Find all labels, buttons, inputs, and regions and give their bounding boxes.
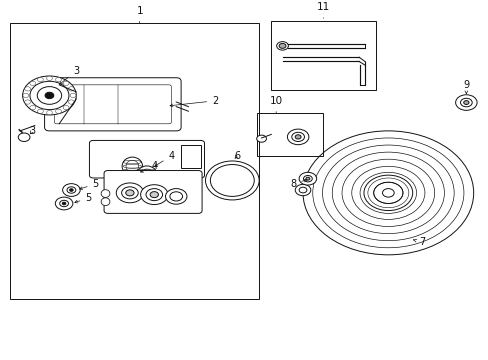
FancyBboxPatch shape <box>44 78 181 131</box>
Circle shape <box>287 129 308 145</box>
Circle shape <box>38 109 43 113</box>
Text: 5: 5 <box>75 193 91 203</box>
Text: 9: 9 <box>462 80 468 94</box>
Circle shape <box>30 81 36 85</box>
Circle shape <box>46 76 52 80</box>
Text: 4: 4 <box>140 161 157 172</box>
Circle shape <box>30 105 36 110</box>
Circle shape <box>455 95 476 110</box>
Circle shape <box>210 165 254 197</box>
Text: 3: 3 <box>29 126 35 136</box>
Circle shape <box>63 81 69 85</box>
Circle shape <box>122 187 138 199</box>
Circle shape <box>38 77 43 82</box>
Circle shape <box>373 182 402 203</box>
Bar <box>10 23 259 299</box>
Circle shape <box>25 87 31 91</box>
Circle shape <box>68 100 74 104</box>
Circle shape <box>22 76 76 115</box>
Ellipse shape <box>122 157 142 175</box>
Circle shape <box>146 189 162 201</box>
Circle shape <box>68 87 74 91</box>
Circle shape <box>382 189 393 197</box>
FancyBboxPatch shape <box>104 171 202 213</box>
Circle shape <box>169 192 182 201</box>
Circle shape <box>45 92 54 99</box>
Circle shape <box>295 184 310 196</box>
Circle shape <box>116 183 143 203</box>
Text: 2: 2 <box>170 96 218 107</box>
FancyBboxPatch shape <box>89 140 204 178</box>
Circle shape <box>25 100 31 104</box>
Text: 4: 4 <box>155 151 174 166</box>
Circle shape <box>30 81 69 110</box>
Text: 7: 7 <box>413 238 425 247</box>
Circle shape <box>303 131 473 255</box>
Bar <box>271 21 375 90</box>
Circle shape <box>150 192 158 198</box>
Circle shape <box>46 111 52 115</box>
Circle shape <box>291 132 304 141</box>
Circle shape <box>205 161 259 200</box>
Text: 5: 5 <box>80 179 99 189</box>
Circle shape <box>299 187 306 193</box>
Circle shape <box>363 175 412 211</box>
Text: 8: 8 <box>289 179 306 189</box>
Text: 6: 6 <box>234 151 240 161</box>
Bar <box>181 145 200 168</box>
Text: 11: 11 <box>316 2 329 18</box>
Circle shape <box>63 105 69 110</box>
Circle shape <box>125 190 134 196</box>
Circle shape <box>23 93 29 98</box>
Circle shape <box>305 177 309 180</box>
Circle shape <box>141 185 167 204</box>
Bar <box>256 113 322 156</box>
Circle shape <box>55 197 73 210</box>
Circle shape <box>279 44 285 48</box>
Circle shape <box>67 187 76 193</box>
Circle shape <box>256 135 266 142</box>
Circle shape <box>460 98 471 107</box>
Ellipse shape <box>101 198 110 206</box>
Circle shape <box>62 184 80 197</box>
Circle shape <box>56 109 61 113</box>
Circle shape <box>18 133 30 141</box>
Circle shape <box>69 189 73 191</box>
Circle shape <box>303 175 312 182</box>
Circle shape <box>165 189 186 204</box>
Circle shape <box>295 135 301 139</box>
Circle shape <box>299 172 316 185</box>
Circle shape <box>276 42 288 50</box>
Ellipse shape <box>101 190 110 197</box>
Circle shape <box>37 87 61 104</box>
Circle shape <box>56 77 61 82</box>
Text: 10: 10 <box>269 96 282 113</box>
Circle shape <box>463 101 468 104</box>
Circle shape <box>62 202 66 205</box>
Ellipse shape <box>137 166 157 184</box>
Circle shape <box>70 93 76 98</box>
Text: 1: 1 <box>136 6 142 23</box>
Text: 3: 3 <box>60 66 79 84</box>
Circle shape <box>60 200 68 207</box>
